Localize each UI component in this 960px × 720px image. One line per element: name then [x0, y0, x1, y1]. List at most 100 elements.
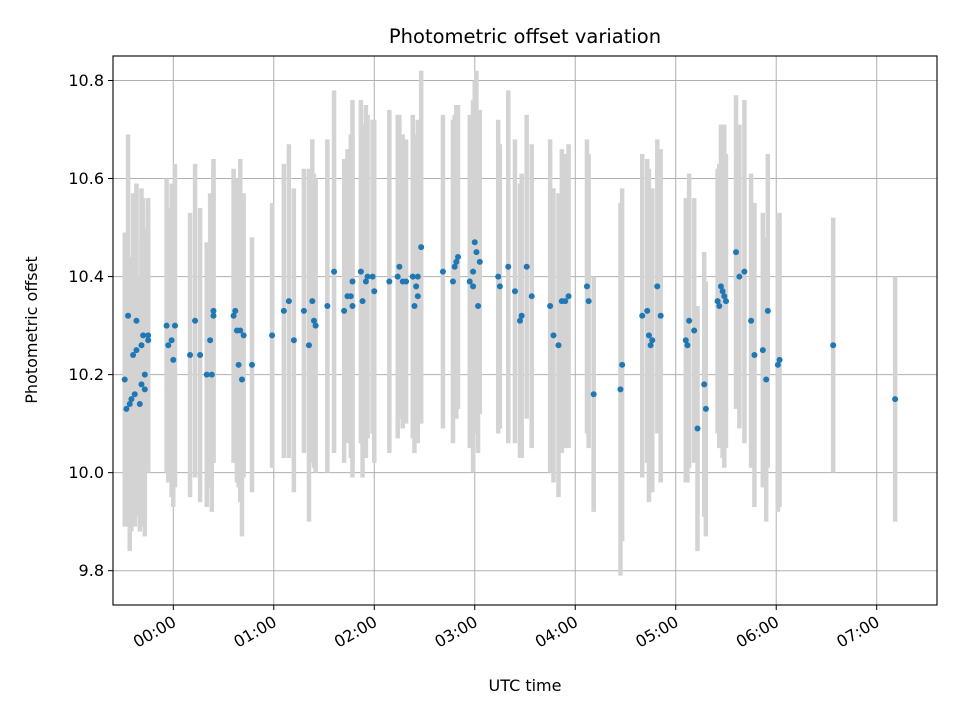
- data-point: [523, 263, 530, 270]
- y-tick-label: 10.8: [68, 71, 104, 90]
- x-axis-label: UTC time: [489, 676, 562, 695]
- data-point: [748, 317, 755, 324]
- data-point: [719, 288, 726, 295]
- data-point: [414, 273, 421, 280]
- data-point: [654, 283, 661, 290]
- data-point: [396, 263, 403, 270]
- data-point: [280, 307, 287, 314]
- y-axis-label: Photometric offset: [22, 256, 41, 404]
- data-point: [128, 396, 135, 403]
- data-point: [682, 337, 689, 344]
- data-point: [721, 293, 728, 300]
- data-point: [701, 381, 708, 388]
- data-point: [197, 352, 204, 359]
- data-point: [647, 342, 654, 349]
- data-point: [138, 381, 145, 388]
- data-point: [764, 307, 771, 314]
- data-point: [121, 376, 128, 383]
- data-point: [309, 298, 316, 305]
- data-points: [121, 239, 899, 432]
- data-point: [409, 273, 416, 280]
- data-point: [473, 249, 480, 256]
- data-point: [722, 298, 729, 305]
- data-point: [590, 391, 597, 398]
- data-point: [349, 278, 356, 285]
- data-point: [453, 258, 460, 265]
- data-point: [238, 376, 245, 383]
- chart-title: Photometric offset variation: [389, 25, 661, 48]
- data-point: [619, 361, 626, 368]
- data-point: [232, 307, 239, 314]
- data-point: [207, 337, 214, 344]
- data-point: [357, 268, 364, 275]
- data-point: [364, 273, 371, 280]
- data-point: [639, 312, 646, 319]
- data-point: [359, 298, 366, 305]
- data-point: [305, 342, 312, 349]
- data-point: [830, 342, 837, 349]
- data-point: [763, 376, 770, 383]
- data-point: [138, 342, 145, 349]
- data-point: [691, 327, 698, 334]
- data-point: [583, 283, 590, 290]
- data-point: [341, 307, 348, 314]
- data-point: [644, 307, 651, 314]
- data-point: [145, 337, 152, 344]
- data-point: [240, 332, 247, 339]
- data-point: [645, 332, 652, 339]
- data-point: [736, 273, 743, 280]
- data-point: [140, 332, 147, 339]
- data-point: [290, 337, 297, 344]
- data-point: [411, 302, 418, 309]
- data-point: [300, 307, 307, 314]
- data-point: [684, 342, 691, 349]
- data-point: [657, 312, 664, 319]
- data-point: [495, 273, 502, 280]
- data-point: [126, 401, 133, 408]
- y-tick-label: 10.2: [68, 365, 104, 384]
- data-point: [362, 278, 369, 285]
- data-point: [686, 317, 693, 324]
- data-point: [331, 268, 338, 275]
- data-point: [717, 283, 724, 290]
- data-point: [418, 244, 425, 251]
- data-point: [466, 278, 473, 285]
- data-point: [505, 263, 512, 270]
- data-point: [203, 371, 210, 378]
- data-point: [617, 386, 624, 393]
- data-point: [163, 322, 170, 329]
- data-point: [733, 249, 740, 256]
- data-point: [168, 337, 175, 344]
- data-point: [496, 283, 503, 290]
- data-point: [230, 312, 237, 319]
- data-point: [165, 342, 172, 349]
- y-tick-label: 10.6: [68, 169, 104, 188]
- data-point: [449, 278, 456, 285]
- data-point: [269, 332, 276, 339]
- data-point: [547, 302, 554, 309]
- data-point: [208, 371, 215, 378]
- data-point: [347, 293, 354, 300]
- data-point: [123, 405, 130, 412]
- data-point: [192, 317, 199, 324]
- data-point: [133, 347, 140, 354]
- data-point: [774, 361, 781, 368]
- data-point: [285, 298, 292, 305]
- data-point: [235, 361, 242, 368]
- data-point: [210, 307, 217, 314]
- data-point: [528, 293, 535, 300]
- data-point: [716, 302, 723, 309]
- data-point: [455, 253, 462, 260]
- data-point: [130, 352, 137, 359]
- data-point: [471, 239, 478, 246]
- data-point: [759, 347, 766, 354]
- data-point: [562, 298, 569, 305]
- y-tick-label: 10.4: [68, 267, 104, 286]
- data-point: [413, 283, 420, 290]
- data-point: [714, 298, 721, 305]
- data-point: [386, 278, 393, 285]
- data-point: [694, 425, 701, 432]
- data-point: [470, 283, 477, 290]
- data-point: [518, 312, 525, 319]
- data-point: [369, 273, 376, 280]
